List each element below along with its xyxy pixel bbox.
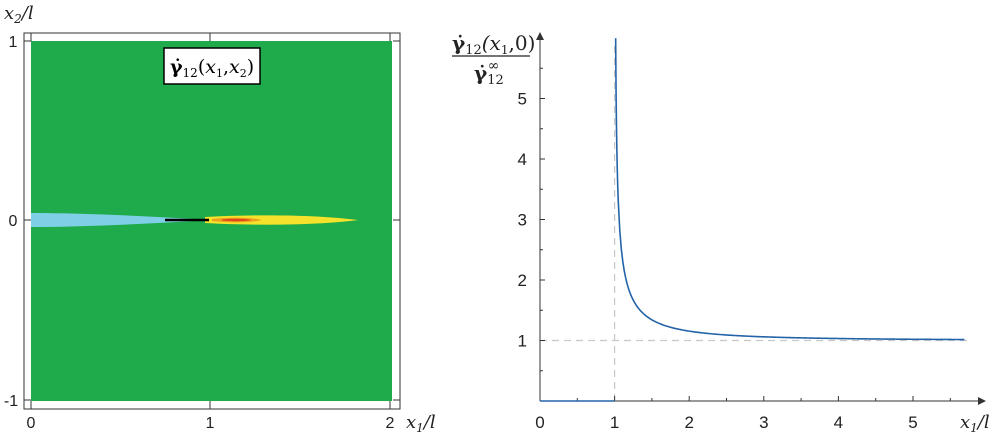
series-curve	[540, 38, 965, 402]
y-tick-label: 5	[518, 90, 527, 109]
y-label-numerator: γ̇12(x1,0)	[452, 31, 535, 58]
x-tick-label: 1	[610, 413, 619, 432]
y-tick-label: 2	[518, 271, 527, 290]
contour-xtick-label: 1	[206, 415, 215, 432]
y-tick-label: 3	[518, 211, 527, 230]
contour-ytick-label: -1	[4, 393, 18, 410]
contour-yellow-region	[205, 215, 358, 225]
x-tick-label: 2	[684, 413, 693, 432]
contour-panel: 1 0 -1 0 1 2 x2/l x1/l γ̇12(x1,x2)	[4, 3, 436, 434]
contour-y-axis-label: x2/l	[4, 3, 34, 26]
contour-frame	[23, 32, 401, 410]
contour-ticks	[24, 33, 400, 409]
contour-title: γ̇12(x1,x2)	[170, 56, 254, 80]
contour-title-box: γ̇12(x1,x2)	[163, 47, 261, 85]
x-tick-label: 4	[834, 413, 843, 432]
line-y-axis-label: γ̇12(x1,0) γ̇12∞	[452, 31, 535, 88]
y-tick-label: 4	[518, 150, 527, 169]
y-tick-label: 1	[518, 332, 527, 351]
y-label-denominator: γ̇12∞	[474, 58, 504, 88]
y-axis-arrow	[536, 32, 544, 40]
x-axis-arrow	[978, 397, 986, 405]
contour-red-region	[222, 218, 252, 222]
contour-x-axis-label: x1/l	[406, 412, 436, 434]
contour-xtick-label: 2	[386, 415, 395, 432]
contour-blue-region	[31, 213, 202, 227]
contour-xtick-label: 0	[27, 415, 36, 432]
line-chart-panel: γ̇12(x1,0) γ̇12∞ x1/l 0 1 2 3 4 5 1 2 3 4 5	[452, 31, 990, 434]
x-tick-label: 3	[759, 413, 768, 432]
x-tick-label: 0	[535, 413, 544, 432]
contour-ytick-label: 1	[9, 34, 18, 51]
contour-ytick-label: 0	[9, 213, 18, 230]
line-x-axis-label: x1/l	[960, 412, 990, 434]
x-tick-label: 5	[908, 413, 917, 432]
